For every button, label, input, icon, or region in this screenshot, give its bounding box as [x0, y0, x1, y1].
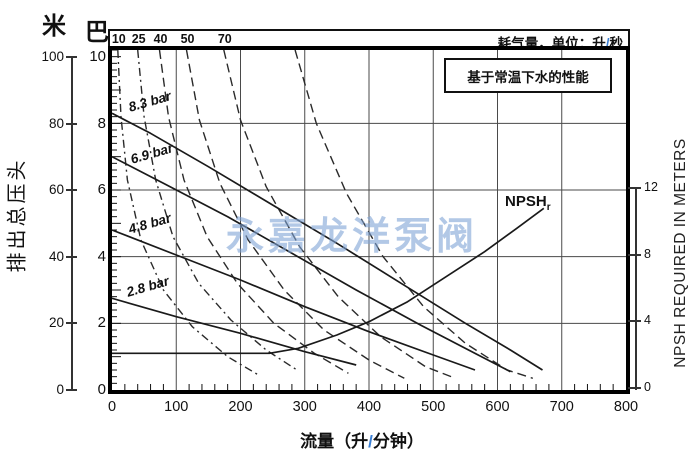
npsh-tick-label: 4 — [644, 313, 651, 328]
slash-accent: / — [368, 432, 373, 451]
meters-tick-label: 100 — [41, 49, 64, 64]
meters-tick-label: 20 — [48, 315, 64, 330]
head-curve-8.3-bar — [111, 112, 543, 371]
chart-svg — [111, 49, 626, 390]
air-consumption-tick-10: 10 — [111, 32, 126, 46]
npsh-tick-label: 8 — [644, 246, 651, 261]
meters-axis-line — [71, 57, 73, 390]
left-axis-unit-bar: 巴 — [85, 19, 109, 46]
flow-tick-label: 700 — [549, 399, 574, 415]
slash-accent: / — [605, 36, 610, 51]
meters-tick-mark — [66, 322, 77, 324]
air-consumption-curve-25 — [137, 49, 298, 371]
npsh-axis-line — [635, 188, 637, 390]
npsh-tick-mark — [628, 387, 641, 390]
plot-area: 永嘉龙洋泵阀 8.3 bar 6.9 bar 4.8 bar 2.8 bar N… — [108, 46, 630, 394]
npsh-label-main: NPSH — [505, 193, 547, 210]
bar-tick-label: 4 — [97, 247, 106, 265]
npsh-label-subscript: r — [546, 202, 551, 213]
flow-tick-label: 500 — [421, 399, 446, 415]
npsh-tick-mark — [628, 320, 641, 323]
air-consumption-curve-40 — [158, 49, 349, 374]
npsh-curve-label: NPSHr — [505, 193, 551, 213]
air-consumption-curve-70 — [223, 49, 452, 378]
flow-tick-label: 0 — [107, 399, 117, 415]
meters-tick-label: 40 — [48, 248, 64, 264]
npsh-tick-mark — [628, 187, 641, 189]
air-consumption-tick-25: 25 — [131, 32, 146, 46]
flow-tick-label: 600 — [485, 399, 510, 415]
bar-tick-label: 8 — [97, 114, 106, 132]
left-axis-unit-meters: 米 — [42, 13, 66, 40]
head-curve-6.9-bar — [111, 155, 511, 373]
flow-tick-label: 200 — [228, 399, 253, 415]
note-box: 基于常温下水的性能 — [444, 58, 612, 93]
air-consumption-curve-10 — [117, 49, 259, 376]
head-curve-2.8-bar — [111, 297, 357, 366]
bar-tick-label: 2 — [97, 314, 106, 331]
air-consumption-tick-40: 40 — [153, 32, 168, 46]
meters-tick-mark — [66, 189, 77, 191]
meters-tick-mark — [66, 56, 77, 58]
air-consumption-curve-50 — [185, 49, 405, 379]
meters-tick-mark — [66, 388, 77, 391]
bar-tick-label: 6 — [97, 181, 106, 198]
flow-tick-label: 300 — [292, 399, 317, 415]
npsh-tick-label: 12 — [644, 180, 658, 194]
flow-tick-label: 400 — [356, 399, 382, 415]
npsh-tick-mark — [628, 253, 641, 256]
meters-tick-label: 60 — [48, 182, 64, 197]
flow-tick-label: 100 — [164, 399, 189, 415]
right-axis-title: NPSH REQUIRED IN METERS — [672, 138, 689, 368]
npsh-tick-label: 0 — [644, 380, 651, 395]
bar-tick-label: 0 — [97, 380, 106, 398]
meters-tick-mark — [66, 122, 77, 125]
flow-tick-label: 800 — [613, 399, 639, 415]
meters-tick-label: 80 — [48, 115, 64, 131]
air-consumption-tick-50: 50 — [180, 32, 195, 46]
head-curve-4.8-bar — [111, 229, 476, 371]
meters-tick-label: 0 — [56, 381, 64, 397]
air-consumption-tick-70: 70 — [217, 32, 232, 46]
meters-tick-mark — [66, 255, 77, 258]
npsh-curve — [112, 207, 545, 355]
x-axis-title: 流量（升/分钟） — [300, 432, 424, 451]
plot-canvas: 永嘉龙洋泵阀 8.3 bar 6.9 bar 4.8 bar 2.8 bar N… — [111, 49, 626, 390]
left-axis-title: 排出总压头 — [6, 157, 29, 273]
bar-tick-label: 10 — [89, 48, 106, 65]
